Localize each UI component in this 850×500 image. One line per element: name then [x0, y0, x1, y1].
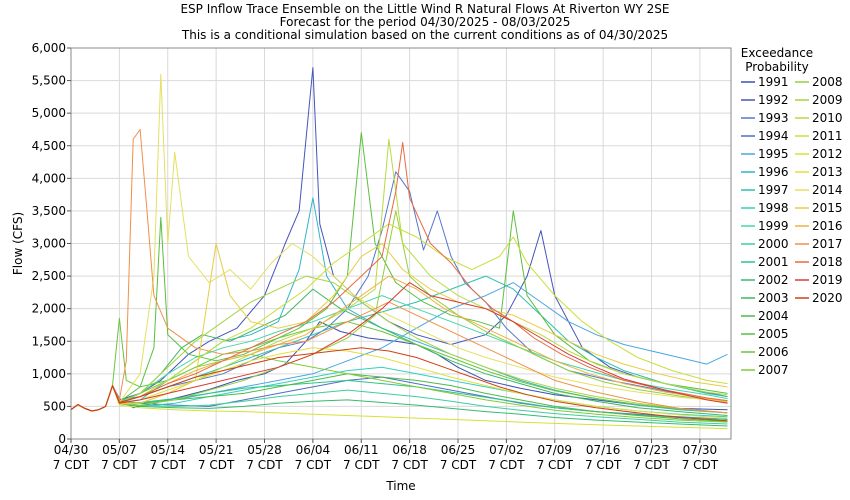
- x-tick-label: 06/18: [392, 443, 427, 457]
- chart-title: ESP Inflow Trace Ensemble on the Little …: [180, 2, 669, 16]
- legend-entry-label: 2011: [812, 129, 843, 143]
- legend-entry-label: 2015: [812, 201, 843, 215]
- x-tick-sublabel: 7 CDT: [198, 458, 235, 472]
- x-tick-label: 05/14: [150, 443, 185, 457]
- x-tick-sublabel: 7 CDT: [585, 458, 622, 472]
- y-tick-label: 1,000: [32, 367, 66, 381]
- legend-entry-label: 1992: [758, 93, 789, 107]
- legend-entry-label: 1998: [758, 201, 789, 215]
- x-tick-label: 06/11: [344, 443, 379, 457]
- x-tick-label: 07/23: [634, 443, 669, 457]
- legend-title-line-1: Exceedance: [741, 46, 813, 60]
- legend-entry-label: 2018: [812, 255, 843, 269]
- legend-entry-label: 1995: [758, 147, 789, 161]
- y-tick-label: 6,000: [32, 41, 66, 55]
- legend-entry-label: 2004: [758, 309, 789, 323]
- y-tick-label: 0: [58, 432, 66, 446]
- x-tick-label: 06/25: [441, 443, 476, 457]
- legend-entry-label: 2020: [812, 291, 843, 305]
- y-tick-label: 2,000: [32, 302, 66, 316]
- x-tick-label: 04/30: [54, 443, 89, 457]
- y-tick-label: 1,500: [32, 334, 66, 348]
- series-line-2020: [70, 347, 728, 422]
- chart-title-block: ESP Inflow Trace Ensemble on the Little …: [180, 2, 669, 42]
- x-tick-sublabel: 7 CDT: [633, 458, 670, 472]
- y-tick-label: 5,000: [32, 106, 66, 120]
- legend-entry-label: 1993: [758, 111, 789, 125]
- legend-entry-label: 2017: [812, 237, 843, 251]
- x-tick-sublabel: 7 CDT: [488, 458, 525, 472]
- legend: Exceedance Probability 1991 1992 1993 1994 1…: [741, 46, 843, 377]
- x-tick-sublabel: 7 CDT: [150, 458, 187, 472]
- y-tick-label: 4,000: [32, 171, 66, 185]
- y-tick-label: 2,500: [32, 269, 66, 283]
- x-tick-label: 05/21: [199, 443, 234, 457]
- series-line-2005: [70, 132, 728, 412]
- legend-entry-label: 2016: [812, 219, 843, 233]
- legend-entry-label: 1994: [758, 129, 789, 143]
- x-tick-sublabel: 7 CDT: [440, 458, 477, 472]
- legend-title-line-2: Probability: [745, 60, 808, 74]
- x-tick-sublabel: 7 CDT: [682, 458, 719, 472]
- legend-entry-label: 2001: [758, 255, 789, 269]
- x-tick-sublabel: 7 CDT: [537, 458, 574, 472]
- chart-subtitle-2: This is a conditional simulation based o…: [181, 28, 668, 42]
- x-tick-sublabel: 7 CDT: [343, 458, 380, 472]
- y-tick-label: 4,500: [32, 139, 66, 153]
- legend-entry-label: 2002: [758, 273, 789, 287]
- x-tick-label: 07/16: [586, 443, 621, 457]
- legend-entry-label: 2013: [812, 165, 843, 179]
- legend-entry-label: 1996: [758, 165, 789, 179]
- legend-entry-label: 2010: [812, 111, 843, 125]
- legend-entry-label: 1997: [758, 183, 789, 197]
- y-axis-label: Flow (CFS): [11, 212, 25, 275]
- x-tick-label: 07/30: [683, 443, 718, 457]
- series-line-1992: [70, 67, 728, 412]
- legend-entry-label: 2003: [758, 291, 789, 305]
- legend-entry-label: 2019: [812, 273, 843, 287]
- legend-entry-label: 2009: [812, 93, 843, 107]
- x-tick-label: 07/09: [537, 443, 572, 457]
- x-tick-label: 06/04: [296, 443, 331, 457]
- legend-entry-label: 1991: [758, 75, 789, 89]
- y-tick-label: 500: [43, 399, 66, 413]
- x-tick-sublabel: 7 CDT: [295, 458, 332, 472]
- legend-entry-label: 1999: [758, 219, 789, 233]
- x-tick-sublabel: 7 CDT: [391, 458, 428, 472]
- series-line-2014: [70, 73, 728, 412]
- legend-entry-label: 2006: [758, 345, 789, 359]
- x-axis-label: Time: [385, 479, 415, 493]
- x-tick-label: 07/02: [489, 443, 524, 457]
- y-tick-label: 3,000: [32, 237, 66, 251]
- legend-entry-label: 2007: [758, 363, 789, 377]
- legend-entry-label: 2005: [758, 327, 789, 341]
- x-tick-label: 05/28: [247, 443, 282, 457]
- legend-entry-label: 2008: [812, 75, 843, 89]
- y-axis: 0 500 1,000 1,500 2,000 2,500 3,000 3,500 4,000 4…: [32, 41, 71, 446]
- y-tick-label: 5,500: [32, 74, 66, 88]
- chart-subtitle: Forecast for the period 04/30/2025 - 08/…: [280, 15, 571, 29]
- x-tick-sublabel: 7 CDT: [101, 458, 138, 472]
- x-tick-sublabel: 7 CDT: [246, 458, 283, 472]
- x-tick-label: 05/07: [102, 443, 137, 457]
- series-lines: [70, 67, 728, 430]
- x-tick-sublabel: 7 CDT: [53, 458, 90, 472]
- y-tick-label: 3,500: [32, 204, 66, 218]
- legend-entry-label: 2000: [758, 237, 789, 251]
- legend-entry-label: 2012: [812, 147, 843, 161]
- legend-entry-label: 2014: [812, 183, 843, 197]
